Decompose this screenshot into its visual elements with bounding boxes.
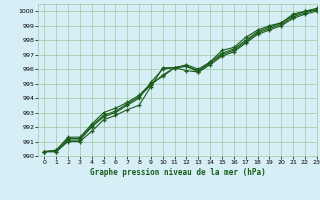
X-axis label: Graphe pression niveau de la mer (hPa): Graphe pression niveau de la mer (hPa) — [90, 168, 266, 177]
